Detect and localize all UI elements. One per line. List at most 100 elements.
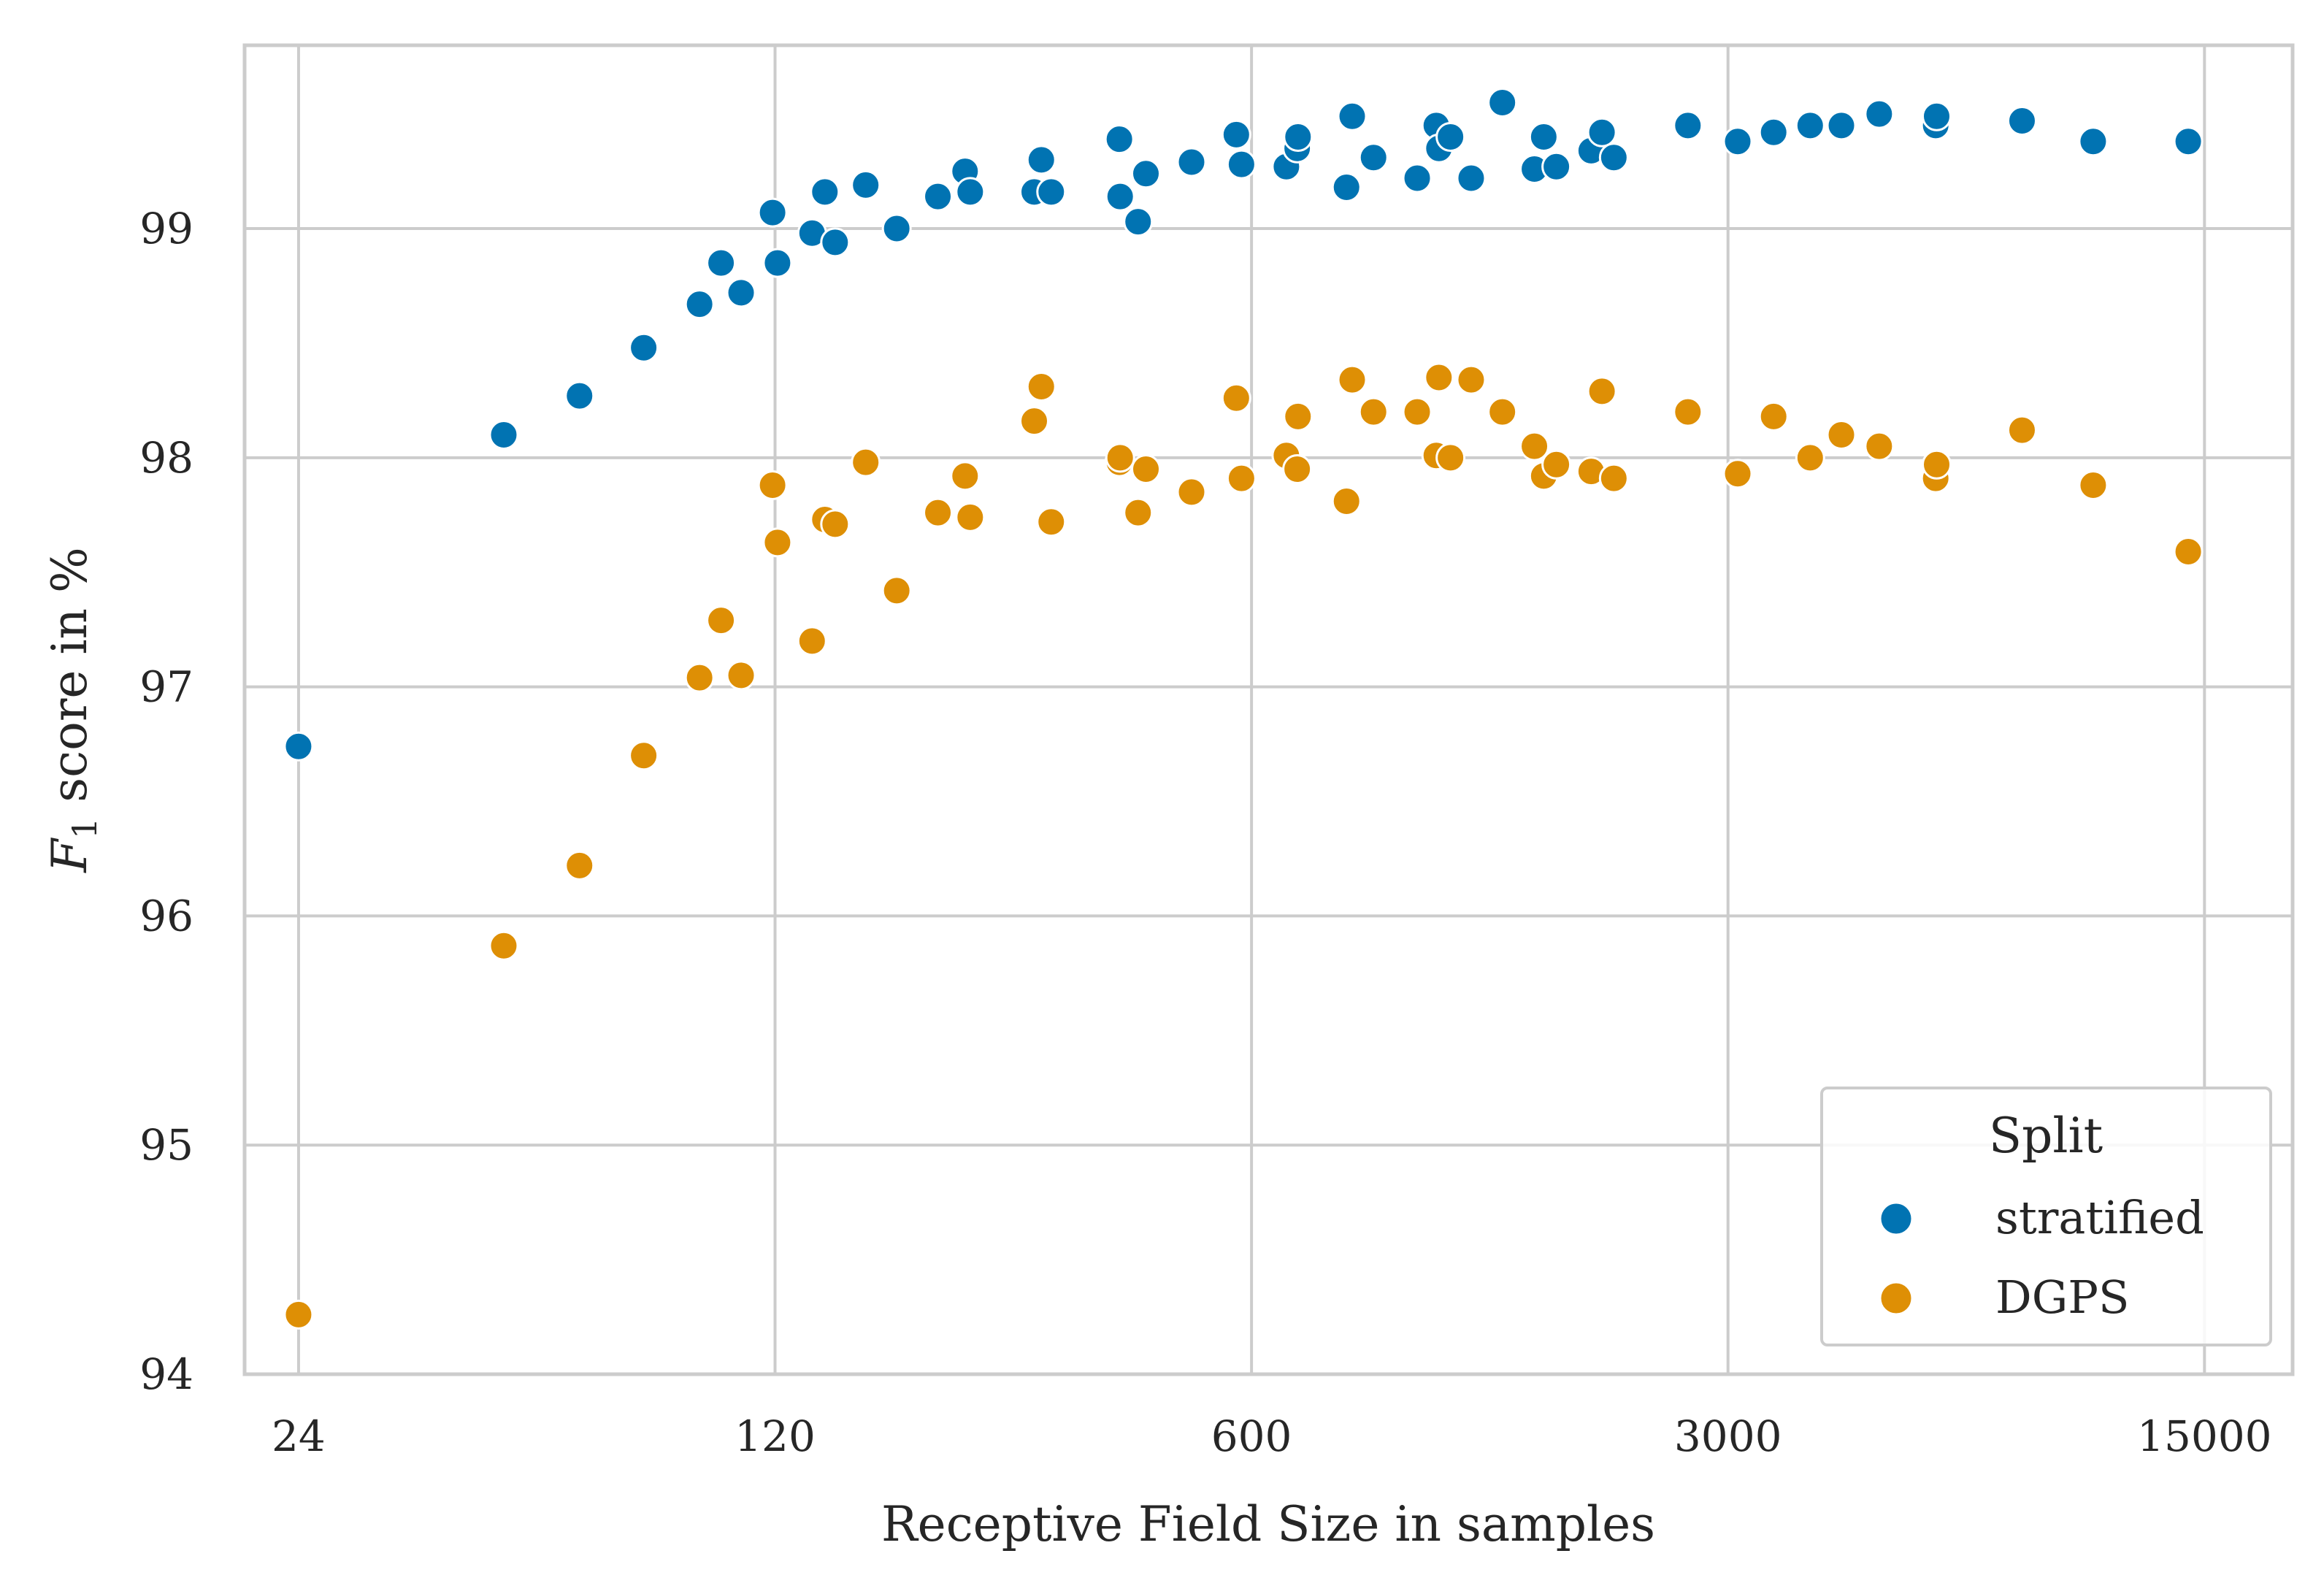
y-tick-95: 95 xyxy=(139,1120,193,1170)
point-dgps-48 xyxy=(1795,442,1825,473)
point-stratified-3 xyxy=(629,332,659,363)
point-dgps-4 xyxy=(684,662,715,693)
point-stratified-22 xyxy=(1123,207,1154,237)
point-dgps-9 xyxy=(797,626,827,656)
y-axis-label-subscript: 1 xyxy=(65,818,104,839)
point-stratified-49 xyxy=(1826,110,1857,141)
point-stratified-37 xyxy=(1456,163,1487,193)
y-axis-label-f: F xyxy=(42,838,98,873)
data-points xyxy=(283,87,2204,1330)
point-dgps-8 xyxy=(762,527,793,558)
legend: Split stratified DGPS xyxy=(1820,1087,2272,1346)
x-tick-labels: 24 120 600 3000 15000 xyxy=(272,1411,2272,1461)
point-dgps-15 xyxy=(950,461,981,491)
point-stratified-38 xyxy=(1487,87,1518,118)
point-stratified-11 xyxy=(820,227,851,258)
point-dgps-30 xyxy=(1331,486,1362,516)
point-dgps-6 xyxy=(726,660,756,691)
point-dgps-28 xyxy=(1282,454,1313,485)
point-dgps-47 xyxy=(1758,401,1789,432)
x-tick-24: 24 xyxy=(272,1411,326,1461)
point-dgps-12 xyxy=(851,447,881,478)
point-stratified-50 xyxy=(1864,99,1895,129)
point-stratified-5 xyxy=(706,248,737,278)
point-stratified-6 xyxy=(726,277,756,308)
point-dgps-5 xyxy=(706,605,737,636)
y-tick-98: 98 xyxy=(139,433,193,483)
point-stratified-10 xyxy=(810,177,840,207)
series-dgps xyxy=(283,362,2204,1330)
x-axis-label: Receptive Field Size in samples xyxy=(881,1496,1655,1552)
point-dgps-31 xyxy=(1337,364,1368,395)
point-stratified-54 xyxy=(2078,126,2109,157)
point-stratified-31 xyxy=(1337,101,1368,131)
y-tick-99: 99 xyxy=(139,204,193,253)
y-tick-97: 97 xyxy=(139,662,193,712)
point-stratified-18 xyxy=(1026,145,1056,175)
point-stratified-33 xyxy=(1402,163,1433,193)
legend-box xyxy=(1820,1087,2272,1346)
point-dgps-18 xyxy=(1026,372,1056,402)
point-stratified-53 xyxy=(2006,106,2037,137)
point-dgps-49 xyxy=(1826,419,1857,450)
point-dgps-41 xyxy=(1541,449,1572,480)
point-stratified-43 xyxy=(1587,117,1617,147)
point-dgps-1 xyxy=(488,930,519,961)
point-dgps-50 xyxy=(1864,431,1895,461)
point-dgps-2 xyxy=(564,850,595,881)
point-stratified-40 xyxy=(1528,122,1559,153)
point-dgps-32 xyxy=(1358,396,1389,427)
point-dgps-19 xyxy=(1036,507,1067,537)
point-dgps-45 xyxy=(1673,396,1703,427)
point-dgps-26 xyxy=(1226,463,1257,494)
point-stratified-4 xyxy=(684,289,715,320)
point-stratified-52 xyxy=(1921,101,1952,131)
point-stratified-47 xyxy=(1758,117,1789,147)
point-stratified-1 xyxy=(488,419,519,450)
point-stratified-44 xyxy=(1598,142,1629,173)
point-stratified-8 xyxy=(762,248,793,278)
point-stratified-32 xyxy=(1358,142,1389,173)
point-stratified-29 xyxy=(1283,122,1314,153)
point-stratified-2 xyxy=(564,380,595,411)
point-dgps-38 xyxy=(1487,396,1518,427)
point-stratified-48 xyxy=(1795,110,1825,141)
point-stratified-12 xyxy=(851,169,881,200)
x-tick-15000: 15000 xyxy=(2137,1411,2272,1461)
point-stratified-21 xyxy=(1105,181,1135,212)
point-dgps-29 xyxy=(1283,401,1314,432)
point-dgps-0 xyxy=(283,1299,314,1330)
point-stratified-36 xyxy=(1435,122,1466,153)
point-dgps-16 xyxy=(955,502,986,532)
legend-label-dgps: DGPS xyxy=(1995,1271,2129,1324)
y-tick-labels: 94 95 96 97 98 99 xyxy=(139,204,193,1399)
point-stratified-23 xyxy=(1130,158,1161,189)
point-dgps-24 xyxy=(1176,477,1207,507)
point-stratified-20 xyxy=(1104,124,1135,155)
point-stratified-30 xyxy=(1331,172,1362,203)
point-stratified-41 xyxy=(1541,151,1572,182)
plot-frame xyxy=(242,43,2295,1376)
y-tick-94: 94 xyxy=(139,1349,193,1399)
point-stratified-16 xyxy=(955,177,986,207)
point-stratified-0 xyxy=(283,731,314,762)
y-axis-label-rest: score in % xyxy=(42,547,98,817)
point-stratified-19 xyxy=(1036,177,1067,207)
point-stratified-24 xyxy=(1176,147,1207,177)
point-dgps-55 xyxy=(2173,536,2204,567)
legend-marker-stratified xyxy=(1879,1201,1914,1236)
point-dgps-22 xyxy=(1123,497,1154,528)
point-stratified-55 xyxy=(2173,126,2204,157)
point-stratified-26 xyxy=(1226,149,1257,180)
point-dgps-53 xyxy=(2006,415,2037,445)
point-dgps-39 xyxy=(1519,431,1550,461)
point-dgps-17 xyxy=(1019,406,1050,437)
legend-label-stratified: stratified xyxy=(1995,1191,2204,1244)
y-tick-96: 96 xyxy=(139,891,193,940)
series-stratified xyxy=(283,87,2204,762)
point-dgps-11 xyxy=(820,509,851,540)
point-stratified-14 xyxy=(923,181,954,212)
point-stratified-45 xyxy=(1673,110,1703,141)
